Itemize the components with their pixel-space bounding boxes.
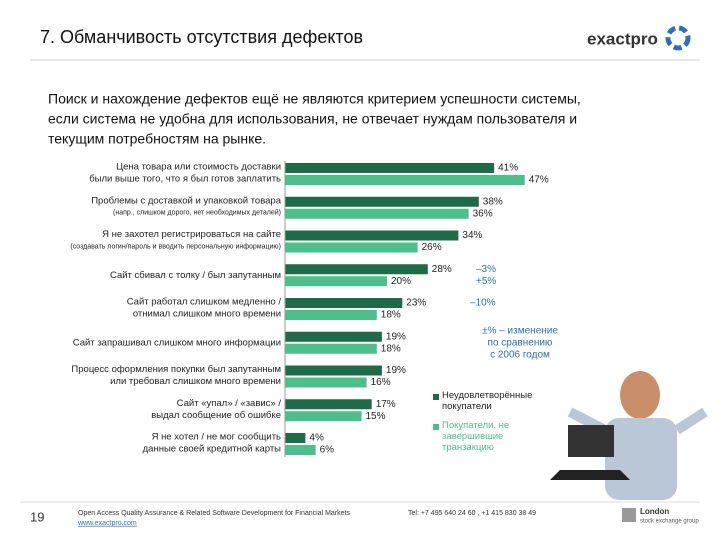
category-label: Сайт запрашивал слишком много информации — [73, 337, 281, 348]
annotation: –3% — [476, 264, 496, 275]
value-label: 16% — [371, 377, 391, 388]
bar — [285, 343, 377, 354]
value-label: 26% — [422, 242, 442, 253]
footer-text: Open Access Quality Assurance & Related … — [78, 510, 350, 517]
partner-sub: stock exchange group — [640, 519, 699, 525]
value-label: 6% — [320, 445, 335, 456]
value-label: 20% — [391, 276, 411, 287]
bar — [285, 276, 387, 287]
category-label: Я не захотел регистрироваться на сайте — [102, 229, 281, 240]
category-label: отнимал слишком много времени — [133, 309, 281, 320]
category-label: Проблемы с доставкой и упаковкой товара — [91, 195, 282, 206]
value-label: 47% — [529, 175, 549, 186]
value-label: 17% — [376, 399, 396, 410]
footer-phone: Tel: +7 495 640 24 60 , +1 415 830 38 49 — [408, 510, 536, 517]
bar — [285, 433, 306, 443]
bar — [285, 365, 382, 376]
bar — [285, 310, 377, 320]
value-label: 18% — [381, 343, 401, 354]
category-label: Сайт работал слишком медленно / — [127, 297, 282, 308]
note: ±% – изменение — [482, 326, 558, 337]
page-number: 19 — [30, 509, 44, 524]
legend-label: Неудовлетворённые покупатели — [442, 390, 533, 412]
value-label: 23% — [406, 298, 426, 309]
value-label: 18% — [381, 310, 401, 321]
value-label: 19% — [386, 331, 406, 342]
partner-icon — [622, 508, 636, 522]
note: с 2006 годом — [490, 350, 550, 361]
legend-box: Неудовлетворённые покупатели — [442, 390, 533, 412]
presenter-photo — [550, 371, 708, 500]
category-label: (создавать логин/пароль и вводить персон… — [70, 243, 281, 250]
value-label: 38% — [483, 196, 503, 207]
logo-icon — [665, 25, 691, 51]
value-label: 36% — [473, 208, 493, 219]
legend-label: Покупатели, не завершившие транзакцию — [442, 420, 510, 453]
body-text: Поиск и нахождение дефектов ещё не являю… — [48, 91, 581, 107]
slide-title: 7. Обманчивость отсутствия дефектов — [40, 27, 363, 47]
note: по сравнению — [488, 338, 553, 349]
category-label: Цена товара или стоимость доставки — [116, 162, 281, 173]
value-label: 19% — [386, 365, 406, 376]
bar — [285, 196, 479, 207]
category-label: выдал сообщение об ошибке — [151, 410, 281, 421]
category-label: Сайт сбивал с толку / был запутанным — [110, 270, 281, 281]
partner-name: London — [640, 507, 669, 516]
bar — [285, 331, 382, 342]
value-label: 28% — [432, 264, 452, 275]
value-label: 34% — [462, 230, 482, 241]
footer-link[interactable]: www.exactpro.com — [77, 520, 137, 527]
category-label: данные своей кредитной карты — [143, 444, 282, 455]
annotation: +5% — [476, 276, 496, 287]
value-label: 15% — [366, 411, 386, 422]
category-label: Сайт «упал» / «завис» / — [177, 398, 282, 409]
bar — [285, 208, 469, 219]
category-label: Процесс оформления покупки был запутанны… — [71, 364, 281, 375]
value-label: 41% — [498, 163, 518, 174]
category-label: или требовал слишком много времени — [110, 376, 281, 387]
logo-text: exactpro — [587, 29, 658, 48]
bar — [285, 298, 403, 308]
legend-box: Покупатели, не завершившие транзакцию — [442, 420, 510, 453]
bar — [285, 242, 418, 253]
value-label: 4% — [309, 433, 324, 444]
category-label: (напр., слишком дорого, нет необходимых … — [113, 209, 281, 217]
legend-swatch — [433, 424, 439, 430]
bar — [285, 445, 316, 455]
bar — [285, 411, 362, 422]
body-text: текущим потребностям на рынке. — [48, 131, 266, 147]
bar — [285, 175, 525, 185]
legend-swatch — [433, 394, 439, 400]
bar — [285, 230, 459, 241]
category-label: Я не хотел / не мог сообщить — [152, 432, 281, 443]
annotation: –10% — [470, 298, 496, 309]
bar — [285, 163, 495, 173]
bar — [285, 377, 367, 388]
bar — [285, 399, 372, 410]
bar — [285, 264, 428, 275]
body-text: если система не удобна для использования… — [48, 111, 577, 127]
category-label: были выше того, что я был готов заплатит… — [89, 174, 281, 185]
